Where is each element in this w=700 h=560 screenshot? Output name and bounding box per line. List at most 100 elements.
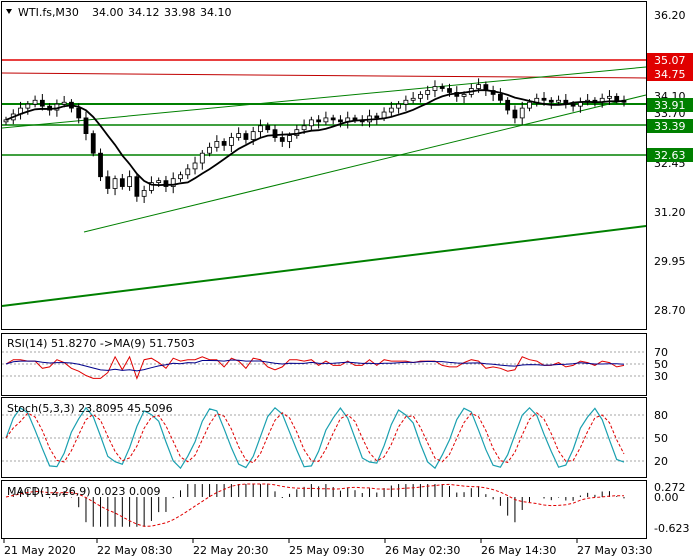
x-tick-label: 26 May 02:30 — [385, 544, 460, 557]
rsi-title: RSI(14) 51.8270 ->MA(9) 51.7503 — [7, 337, 195, 350]
rsi-ma-line — [5, 359, 625, 372]
candle-body — [548, 99, 554, 103]
stoch-indicator: Stoch(5,3,3) 23.8095 45.5096 80 50 20 — [2, 402, 668, 470]
close-value: 34.10 — [200, 6, 232, 19]
trend-lines — [1, 66, 647, 307]
open-value: 34.00 — [92, 6, 124, 19]
candle-body — [258, 125, 263, 133]
candle-body — [570, 103, 576, 107]
macd-tick: 0.00 — [654, 491, 679, 504]
candle-body — [25, 103, 31, 109]
tag-33-91 — [647, 98, 693, 112]
level-lines — [1, 59, 647, 156]
candle-body — [236, 133, 242, 138]
candle-body — [265, 125, 271, 131]
y-tick-label: 36.20 — [654, 9, 686, 22]
candle-body — [178, 174, 183, 180]
candle-body — [127, 176, 132, 187]
stoch-title: Stoch(5,3,3) 23.8095 45.5096 — [7, 402, 173, 415]
candle-body — [272, 129, 278, 138]
candle-body — [308, 119, 314, 127]
stoch-k-line — [5, 406, 625, 470]
candle-body — [556, 99, 561, 103]
collapse-arrow-icon[interactable] — [6, 9, 12, 14]
candle-body — [243, 133, 249, 140]
macd-panel — [1, 480, 647, 539]
candle-body — [170, 178, 176, 187]
candle-body — [90, 133, 96, 154]
candle-body — [381, 111, 387, 119]
trend-line-upper[interactable] — [1, 66, 647, 129]
candle-body — [352, 117, 358, 121]
candle-body — [519, 107, 525, 119]
x-tick-label: 22 May 08:30 — [97, 544, 172, 557]
candle-body — [541, 97, 547, 101]
macd-tick: -0.623 — [654, 522, 689, 535]
candle-body — [374, 115, 380, 119]
candle-body — [287, 135, 292, 142]
candle-body — [250, 131, 256, 140]
candle-body — [301, 125, 307, 131]
candle-body — [105, 176, 111, 189]
candle-body — [497, 94, 503, 101]
candles — [3, 78, 627, 203]
tag-34-75 — [647, 67, 693, 81]
rsi-tick: 30 — [654, 370, 668, 383]
trend-line-rising[interactable] — [83, 94, 647, 233]
rsi-tick: 70 — [654, 346, 668, 359]
candle-body — [185, 168, 191, 176]
candle-body — [83, 117, 89, 134]
candle-body — [338, 119, 343, 123]
moving-average-line — [5, 89, 625, 187]
candle-body — [461, 94, 467, 97]
x-tick-label: 26 May 14:30 — [481, 544, 556, 557]
candle-body — [476, 84, 481, 89]
candle-body — [192, 162, 198, 170]
candle-body — [221, 141, 227, 146]
candle-body — [141, 190, 147, 197]
candle-body — [98, 152, 103, 178]
tag-33-39-label: 33.39 — [654, 120, 686, 133]
stoch-tick: 80 — [654, 409, 668, 422]
trend-line-long[interactable] — [1, 225, 647, 307]
macd-signal-line — [5, 483, 624, 527]
macd-tick: 0.272 — [654, 481, 686, 494]
candle-body — [410, 97, 416, 101]
candle-body — [112, 178, 118, 189]
x-tick-label: 21 May 2020 — [4, 544, 76, 557]
ohlc-header: WTI.fs,M30 34.00 34.12 33.98 34.10 — [6, 6, 232, 19]
candle-body — [163, 180, 169, 187]
candle-body — [614, 95, 620, 101]
high-value: 34.12 — [128, 6, 160, 19]
x-tick-label: 27 May 03:30 — [577, 544, 652, 557]
time-axis: 21 May 2020 22 May 08:30 22 May 20:30 25 Ma… — [3, 539, 652, 557]
candle-body — [228, 137, 234, 146]
tag-33-39 — [647, 119, 693, 133]
candle-body — [432, 86, 438, 91]
stoch-tick: 20 — [654, 455, 668, 468]
x-tick-label: 22 May 20:30 — [193, 544, 268, 557]
candle-body — [214, 141, 220, 148]
candle-body — [607, 95, 612, 99]
symbol-label: WTI.fs,M30 — [18, 6, 79, 19]
candle-body — [447, 88, 452, 93]
candle-body — [134, 176, 140, 197]
candle-body — [199, 152, 205, 164]
candle-body — [388, 107, 394, 113]
candle-body — [39, 99, 45, 107]
tag-35-07-label: 35.07 — [654, 54, 686, 67]
candle-body — [119, 178, 125, 187]
rsi-indicator: RSI(14) 51.8270 ->MA(9) 51.7503 70 50 30 — [2, 337, 668, 383]
candle-body — [425, 90, 431, 95]
stoch-panel — [1, 397, 647, 478]
x-tick-label: 25 May 09:30 — [289, 544, 364, 557]
candle-body — [207, 146, 212, 154]
candle-body — [61, 101, 67, 105]
y-tick-label: 31.20 — [654, 206, 686, 219]
candle-body — [323, 117, 329, 123]
tag-34-75-label: 34.75 — [654, 68, 686, 81]
candle-body — [32, 99, 38, 105]
candle-body — [403, 99, 409, 105]
candle-body — [330, 117, 336, 121]
